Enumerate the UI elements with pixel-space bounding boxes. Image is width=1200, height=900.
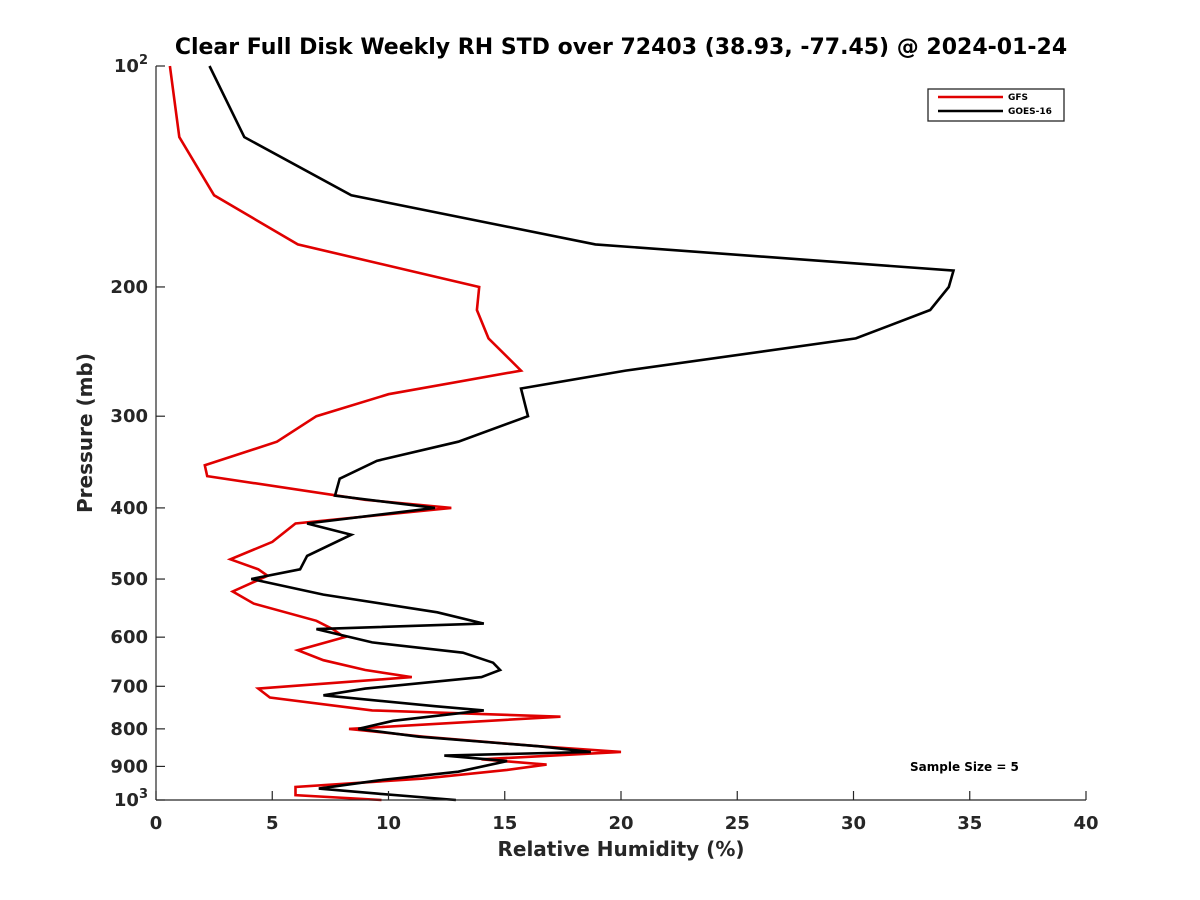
y-tick-label: 300 (110, 406, 148, 427)
y-axis-title: Pressure (mb) (73, 353, 97, 513)
sample-size-annotation: Sample Size = 5 (910, 760, 1019, 774)
x-tick-label: 20 (608, 813, 633, 834)
x-tick-label: 30 (841, 813, 866, 834)
legend-label-goes16: GOES-16 (1008, 107, 1052, 117)
y-tick-label: 900 (110, 756, 148, 777)
y-ticks: 102 200 300 400 500 600 700 800 900 103 (110, 53, 165, 811)
x-tick-label: 35 (957, 813, 982, 834)
x-tick-label: 40 (1073, 813, 1098, 834)
series-line-gfs (168, 65, 622, 802)
legend-label-gfs: GFS (1008, 93, 1028, 103)
series-layer (168, 65, 956, 802)
y-tick-label: 400 (110, 498, 148, 519)
legend: GFS GOES-16 (927, 88, 1065, 122)
legend-box (927, 88, 1065, 122)
series-line-goes16 (208, 65, 956, 802)
y-tick-label: 800 (110, 719, 148, 740)
x-axis-title: Relative Humidity (%) (497, 837, 744, 861)
x-tick-label: 25 (725, 813, 750, 834)
x-tick-label: 10 (376, 813, 401, 834)
x-ticks: 0 5 10 15 20 25 30 35 40 (150, 791, 1099, 834)
chart-title: Clear Full Disk Weekly RH STD over 72403… (175, 35, 1067, 60)
y-tick-label: 103 (114, 787, 148, 811)
y-tick-label: 500 (110, 569, 148, 590)
y-tick-label: 700 (110, 676, 148, 697)
y-tick-label: 200 (110, 277, 148, 298)
y-tick-label: 600 (110, 627, 148, 648)
x-tick-label: 0 (150, 813, 163, 834)
y-tick-label: 102 (114, 53, 148, 77)
x-tick-label: 15 (492, 813, 517, 834)
x-tick-label: 5 (266, 813, 279, 834)
